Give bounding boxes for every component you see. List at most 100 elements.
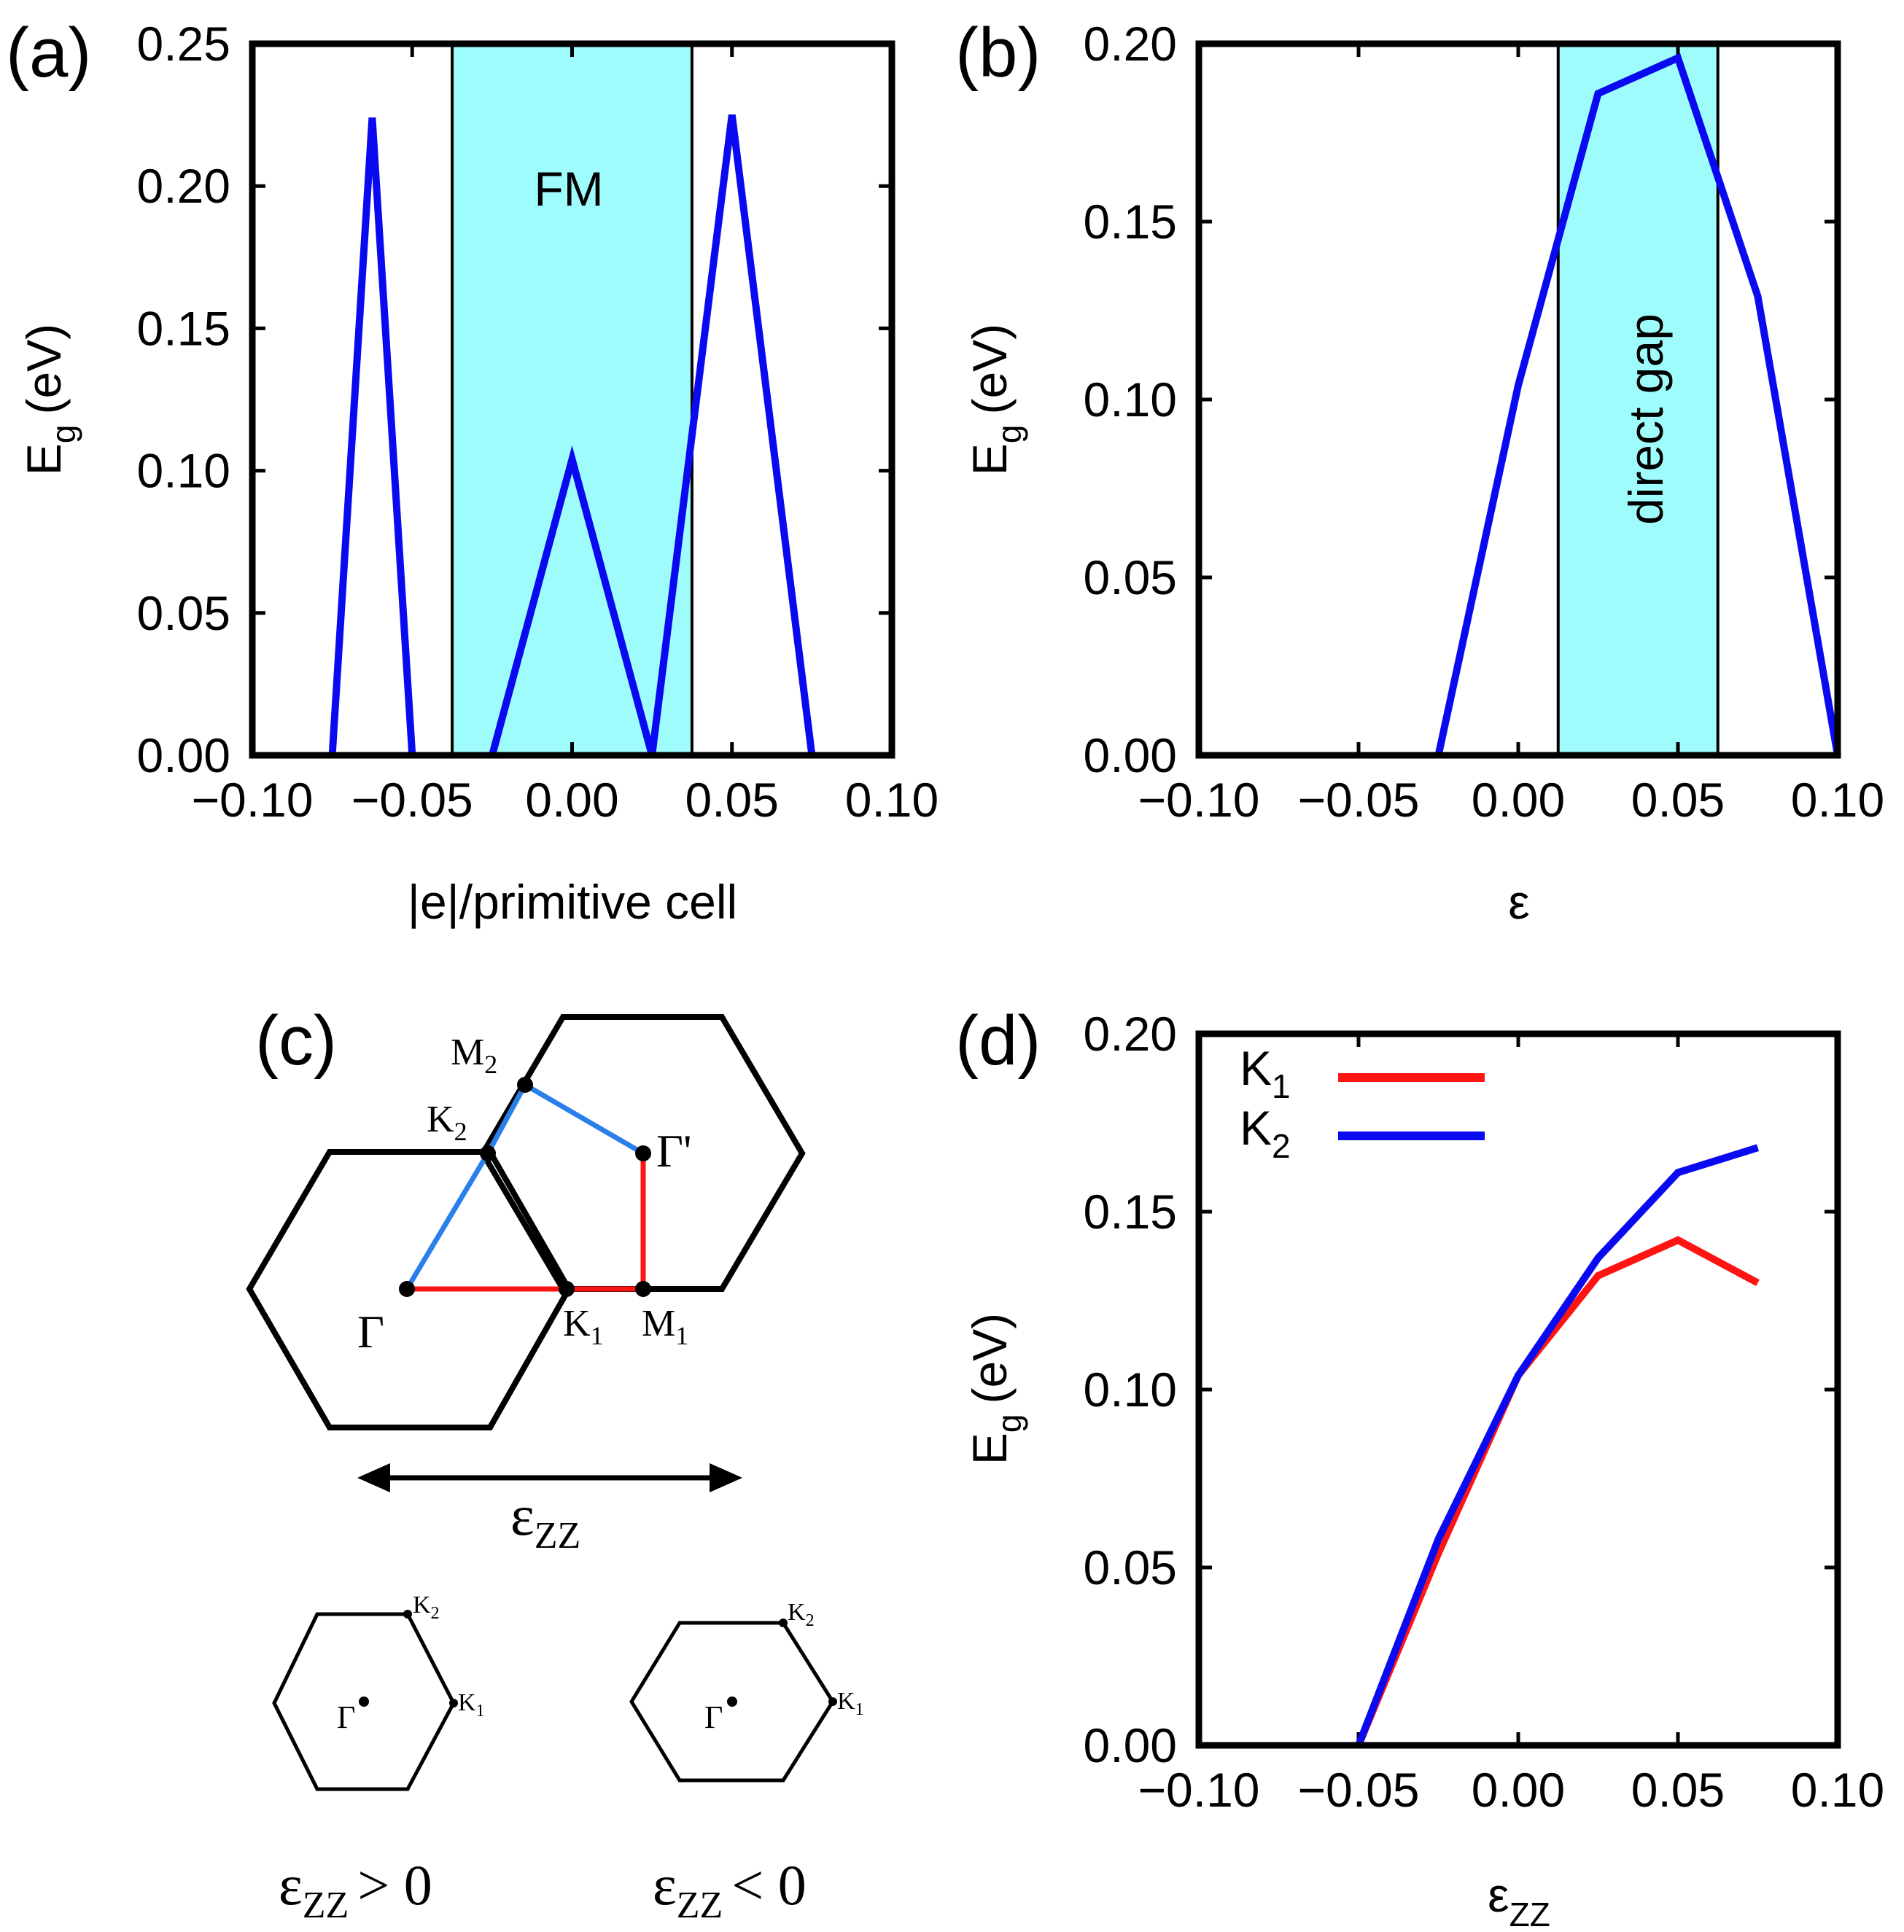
- d-y-tick-labels: 0.00 0.05 0.10 0.15 0.20: [1084, 1007, 1177, 1772]
- b-x-tick-labels: −0.10 −0.05 0.00 0.05 0.10: [1138, 773, 1885, 827]
- panel-label-c: (c): [255, 1002, 337, 1080]
- y-tick-label: 0.10: [137, 444, 230, 498]
- y-tick-label: 0.20: [1084, 17, 1177, 71]
- small-gamma-label: Γ: [337, 1699, 355, 1735]
- m2-label: M2: [451, 1032, 497, 1079]
- x-tick-label: 0.00: [525, 773, 618, 827]
- legend-k1-label: K1: [1240, 1041, 1291, 1105]
- small-k1-label-2: K1: [837, 1688, 864, 1719]
- y-tick-label: 0.05: [1084, 550, 1177, 604]
- m2-point: [517, 1077, 533, 1093]
- legend-k2-label: K2: [1240, 1101, 1291, 1165]
- x-tick-label: 0.10: [1791, 1763, 1884, 1817]
- d-y-axis-label: Eg(eV): [963, 1313, 1028, 1465]
- a-x-tick-labels: −0.10 −0.05 0.00 0.05 0.10: [192, 773, 939, 827]
- x-tick-label: 0.10: [1791, 773, 1884, 827]
- b-gap-line: [1434, 52, 1841, 757]
- y-tick-label: 0.00: [137, 728, 230, 782]
- svg-text:Eg(eV): Eg(eV): [963, 324, 1028, 475]
- y-tick-label: 0.15: [1084, 195, 1177, 249]
- k1-point: [559, 1281, 575, 1297]
- tensile-caption: εZZ > 0: [279, 1853, 432, 1926]
- a-plot-frame: [249, 40, 895, 759]
- strain-arrow: [357, 1463, 742, 1492]
- y-tick-label: 0.20: [137, 159, 230, 213]
- small-gamma-point: [359, 1697, 369, 1707]
- panel-d: −0.10 −0.05 0.00 0.05 0.10 0.000.050.100.150…: [955, 1002, 1884, 1932]
- svg-text:Eg(eV): Eg(eV): [963, 1313, 1028, 1465]
- d-legend: K1 K2: [1240, 1041, 1485, 1165]
- panel-label-b: (b): [955, 14, 1041, 92]
- k1-label: K1: [563, 1303, 604, 1350]
- x-tick-label: −0.10: [192, 773, 314, 827]
- fm-label: FM: [534, 162, 603, 216]
- x-tick-label: 0.05: [685, 773, 779, 827]
- small-gamma-label-2: Γ: [704, 1699, 723, 1735]
- k2-point: [480, 1145, 496, 1161]
- d-x-axis-label: εZZ: [1488, 1868, 1550, 1932]
- small-bz-compressive: Γ K2 K1: [629, 1599, 864, 1783]
- gamma-prime-point: [635, 1145, 651, 1161]
- gamma-point: [399, 1281, 415, 1297]
- x-tick-label: −0.05: [1298, 773, 1420, 827]
- x-tick-label: 0.05: [1631, 773, 1725, 827]
- small-bz-tensile: Γ K2 K1: [272, 1592, 485, 1791]
- direct-gap-label: direct gap: [1619, 313, 1673, 525]
- d-plot-frame: [1195, 1030, 1841, 1749]
- gamma-prime-label: Γ': [656, 1125, 692, 1177]
- panel-b: −0.10 −0.05 0.00 0.05 0.10 0.000.050.100.150…: [955, 14, 1884, 929]
- compressive-caption: εZZ < 0: [653, 1853, 807, 1926]
- a-gap-line: [328, 117, 416, 756]
- d-k1-line: [1355, 1236, 1760, 1747]
- x-tick-label: −0.05: [351, 773, 473, 827]
- m1-label: M1: [642, 1303, 688, 1350]
- panel-a: −0.10 −0.05 0.00 0.05 0.10 0.00 0.05 0.10 0.15 0…: [6, 14, 939, 929]
- gamma-label: Γ: [357, 1306, 384, 1358]
- x-tick-label: −0.10: [1138, 773, 1260, 827]
- b-y-axis-label: Eg(eV): [963, 324, 1028, 475]
- y-tick-label: 0.15: [1084, 1185, 1177, 1239]
- svg-text:Eg(eV): Eg(eV): [17, 324, 82, 475]
- x-tick-label: −0.10: [1138, 1763, 1260, 1817]
- b-plot-frame: [1195, 40, 1841, 759]
- direct-gap-shaded-region: [1558, 44, 1718, 755]
- a-x-axis-label: |e|/primitive cell: [408, 875, 737, 929]
- x-tick-label: 0.00: [1472, 773, 1565, 827]
- small-k1-point-2: [828, 1697, 837, 1706]
- y-tick-label: 0.10: [1084, 373, 1177, 426]
- d-x-tick-labels: −0.10 −0.05 0.00 0.05 0.10: [1138, 1763, 1885, 1817]
- b-y-tick-labels: 0.00 0.05 0.10 0.15 0.20: [1084, 17, 1177, 782]
- y-tick-label: 0.25: [137, 17, 230, 71]
- x-tick-label: 0.00: [1472, 1763, 1565, 1817]
- panel-c-brillouin-zone-diagram: (c) Γ Γ' K1 M1 K2 M2 εZZ: [246, 1002, 864, 1926]
- y-tick-label: 0.00: [1084, 1718, 1177, 1772]
- small-k2-label: K2: [413, 1592, 440, 1623]
- x-tick-label: 0.10: [845, 773, 939, 827]
- small-k1-label: K1: [458, 1689, 485, 1721]
- small-k2-label-2: K2: [788, 1599, 815, 1630]
- red-k-path: [407, 1153, 646, 1292]
- small-k2-point-2: [779, 1619, 788, 1627]
- svg-text:direct gap: direct gap: [1619, 313, 1673, 525]
- small-k2-point: [403, 1610, 412, 1619]
- blue-k-path: [404, 1081, 645, 1290]
- k2-label: K2: [427, 1099, 467, 1146]
- small-gamma-point-2: [727, 1697, 737, 1707]
- y-tick-label: 0.10: [1084, 1363, 1177, 1417]
- y-tick-label: 0.15: [137, 301, 230, 355]
- d-k2-line: [1355, 1144, 1759, 1747]
- x-tick-label: 0.05: [1631, 1763, 1725, 1817]
- y-tick-label: 0.05: [1084, 1540, 1177, 1594]
- panel-label-d: (d): [955, 1002, 1041, 1080]
- y-tick-label: 0.00: [1084, 728, 1177, 782]
- small-k1-point: [449, 1699, 458, 1707]
- m1-point: [635, 1281, 651, 1297]
- strain-label: εZZ: [510, 1484, 580, 1557]
- x-tick-label: −0.05: [1298, 1763, 1420, 1817]
- d-tick-marks: [1197, 1032, 1840, 1748]
- fm-shaded-region: [452, 44, 692, 755]
- y-tick-label: 0.05: [137, 586, 230, 640]
- b-x-axis-label: ε: [1508, 875, 1529, 929]
- y-tick-label: 0.20: [1084, 1007, 1177, 1061]
